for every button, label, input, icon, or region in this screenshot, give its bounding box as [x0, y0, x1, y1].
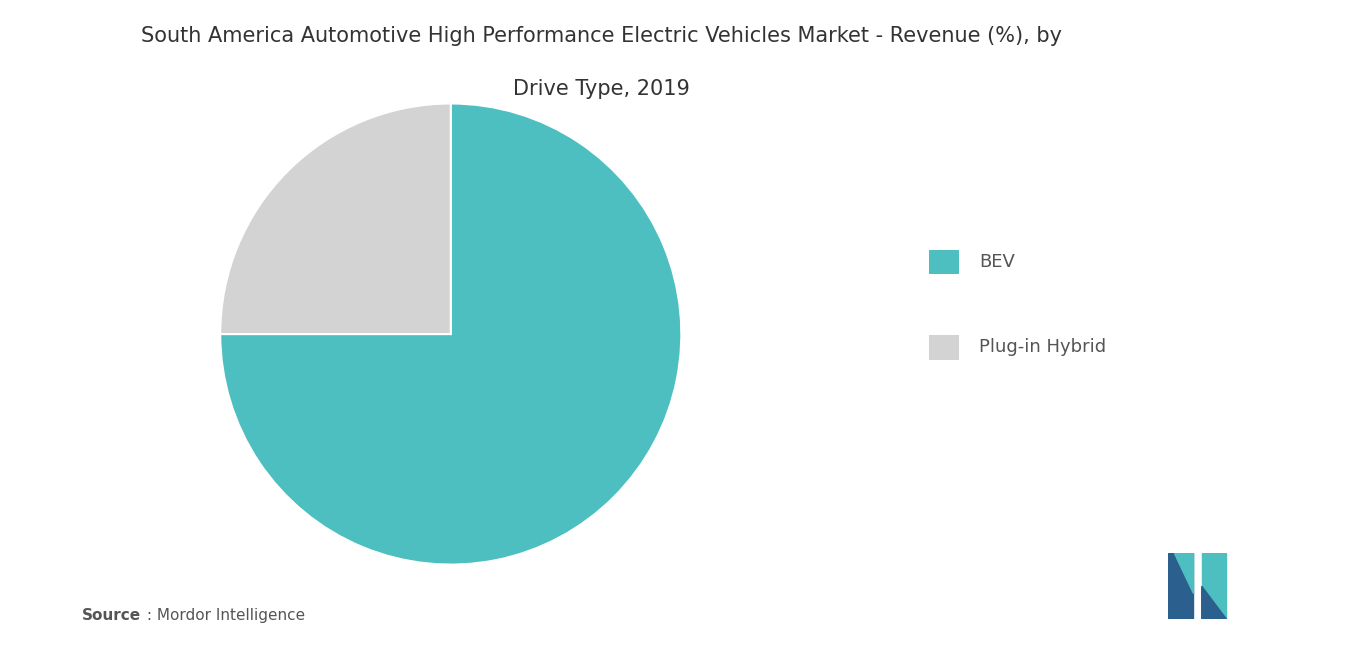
- Text: BEV: BEV: [979, 253, 1015, 271]
- Wedge shape: [220, 103, 682, 565]
- Polygon shape: [1175, 553, 1193, 593]
- Text: : Mordor Intelligence: : Mordor Intelligence: [142, 608, 305, 623]
- Text: Source: Source: [82, 608, 141, 623]
- Text: South America Automotive High Performance Electric Vehicles Market - Revenue (%): South America Automotive High Performanc…: [141, 26, 1061, 47]
- Text: Plug-in Hybrid: Plug-in Hybrid: [979, 338, 1106, 356]
- Polygon shape: [1202, 586, 1227, 619]
- Polygon shape: [1168, 553, 1193, 619]
- Text: Drive Type, 2019: Drive Type, 2019: [512, 79, 690, 99]
- Wedge shape: [220, 103, 451, 334]
- Polygon shape: [1202, 553, 1227, 619]
